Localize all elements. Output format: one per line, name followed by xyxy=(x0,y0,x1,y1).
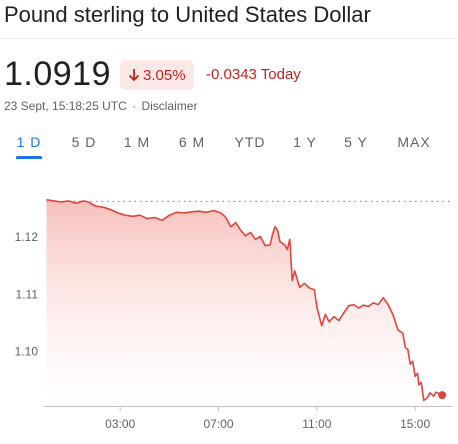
x-tick-label: 11:00 xyxy=(302,417,331,431)
tab-1m[interactable]: 1 M xyxy=(123,134,151,150)
tab-5y[interactable]: 5 Y xyxy=(344,134,368,150)
current-price: 1.0919 xyxy=(4,55,111,93)
x-tick-label: 15:00 xyxy=(400,417,430,431)
disclaimer-link[interactable]: Disclaimer xyxy=(141,99,198,113)
tab-ytd[interactable]: YTD xyxy=(234,134,266,150)
header-divider xyxy=(0,38,458,39)
tab-5d[interactable]: 5 D xyxy=(71,134,97,150)
tab-max[interactable]: MAX xyxy=(397,134,431,150)
page-title: Pound sterling to United States Dollar xyxy=(4,2,371,27)
price-line xyxy=(46,198,443,402)
price-area xyxy=(46,199,443,406)
tab-6m[interactable]: 6 M xyxy=(178,134,206,150)
y-tick-label: 1.12 xyxy=(15,230,39,244)
y-tick-label: 1.11 xyxy=(16,287,39,301)
quote-meta: 23 Sept, 15:18:25 UTC · Disclaimer xyxy=(4,99,197,113)
quote-timestamp: 23 Sept, 15:18:25 UTC xyxy=(4,99,127,113)
absolute-change: -0.0343 Today xyxy=(206,66,301,83)
current-point-marker xyxy=(438,391,447,400)
percent-change-badge: 3.05% xyxy=(120,60,194,90)
range-tabs: 1 D 5 D 1 M 6 M YTD 1 Y 5 Y MAX xyxy=(0,134,458,160)
active-tab-indicator xyxy=(16,156,42,159)
percent-change-value: 3.05% xyxy=(143,66,186,84)
arrow-down-icon xyxy=(128,68,140,82)
tab-1d[interactable]: 1 D xyxy=(16,134,42,150)
meta-separator: · xyxy=(132,99,137,113)
price-chart[interactable]: 03:00 07:00 11:00 15:00 1.10 1.11 1.12 xyxy=(0,180,458,444)
x-tick-label: 07:00 xyxy=(203,417,233,431)
y-tick-label: 1.10 xyxy=(15,345,39,359)
tab-1y[interactable]: 1 Y xyxy=(293,134,317,150)
x-tick-label: 03:00 xyxy=(105,417,135,431)
